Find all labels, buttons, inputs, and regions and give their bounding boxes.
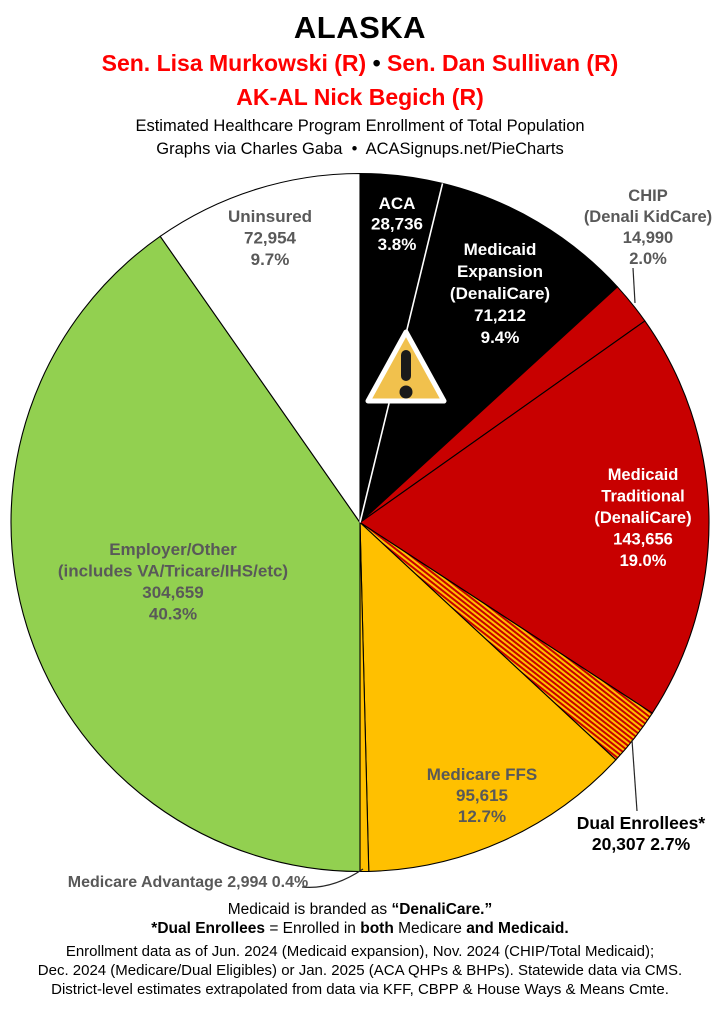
label-line: 19.0%	[620, 552, 667, 570]
senator-1: Sen. Lisa Murkowski (R)	[101, 50, 367, 76]
label-line: 143,656	[613, 531, 673, 549]
label-employer-other: Employer/Other (includes VA/Tricare/IHS/e…	[58, 540, 288, 624]
label-line: Dual Enrollees*	[577, 813, 706, 833]
warning-triangle-icon	[365, 329, 447, 404]
chart-subtitle: Estimated Healthcare Program Enrollment …	[135, 117, 585, 135]
label-medicare-advantage: Medicare Advantage 2,994 0.4%	[68, 874, 308, 891]
label-line: 304,659	[142, 583, 203, 602]
label-dual-enrollees: Dual Enrollees* 20,307 2.7%	[577, 813, 706, 854]
pie-slice-uninsured	[159, 172, 361, 524]
footnote-sources: Enrollment data as of Jun. 2024 (Medicai…	[0, 942, 720, 999]
source-line-2: Dec. 2024 (Medicare/Dual Eligibles) or J…	[37, 962, 683, 979]
label-line: ACA	[379, 194, 416, 213]
label-aca: ACA 28,736 3.8%	[371, 194, 423, 254]
pie-slice-medicare-ffs	[359, 521, 617, 872]
label-line: 40.3%	[149, 605, 197, 624]
senator-2: Sen. Dan Sullivan (R)	[387, 50, 619, 76]
label-line: 9.7%	[251, 250, 290, 269]
label-line: (Denali KidCare)	[584, 208, 712, 226]
label-line: Expansion	[457, 262, 543, 281]
label-line: 9.4%	[481, 328, 520, 347]
label-line: Traditional	[601, 488, 684, 506]
label-medicare-ffs: Medicare FFS 95,615 12.7%	[427, 765, 538, 826]
label-uninsured: Uninsured 72,954 9.7%	[228, 207, 312, 269]
text-segment: = Enrolled in	[265, 920, 361, 937]
label-chip: CHIP (Denali KidCare) 14,990 2.0%	[584, 187, 712, 268]
label-line: Medicare Advantage 2,994 0.4%	[68, 874, 308, 891]
representative-line: AK-AL Nick Begich (R)	[236, 84, 484, 110]
text-segment: *Dual Enrollees	[151, 920, 266, 937]
label-line: Medicare FFS	[427, 765, 538, 784]
medicare-advantage-leader-line	[301, 868, 364, 888]
label-line: (DenaliCare)	[450, 284, 550, 303]
exclamation-dot	[399, 385, 413, 399]
text-segment: “DenaliCare.”	[391, 901, 493, 918]
text-segment: and Medicaid.	[466, 920, 569, 937]
label-line: 72,954	[244, 229, 297, 248]
label-line: 20,307 2.7%	[592, 834, 691, 854]
label-line: 71,212	[474, 306, 526, 325]
attribution-line: Graphs via Charles Gaba • ACASignups.net…	[156, 140, 564, 158]
exclamation-bar	[401, 350, 411, 381]
label-line: CHIP	[628, 187, 667, 205]
label-line: 95,615	[456, 786, 508, 805]
footnote-dual-definition: *Dual Enrollees = Enrolled in both Medic…	[0, 920, 720, 938]
state-title: ALASKA	[293, 10, 427, 45]
label-line: 2.0%	[629, 250, 667, 268]
label-line: Uninsured	[228, 207, 312, 226]
label-medicaid-traditional: Medicaid Traditional (DenaliCare) 143,656 19…	[594, 466, 691, 570]
pie-slice-employer-other	[10, 235, 361, 873]
label-line: 28,736	[371, 215, 423, 234]
label-line: Medicaid	[464, 240, 537, 259]
label-line: 3.8%	[378, 235, 417, 254]
senators-line: Sen. Lisa Murkowski (R) • Sen. Dan Sulli…	[0, 50, 720, 77]
text-segment: Medicare	[393, 920, 467, 937]
pie-slice-medicaid-expansion	[359, 182, 618, 524]
text-segment: both	[360, 920, 394, 937]
separator-bullet: •	[366, 50, 388, 76]
label-line: (includes VA/Tricare/IHS/etc)	[58, 562, 288, 581]
label-line: Medicaid	[608, 466, 679, 484]
label-line: (DenaliCare)	[594, 509, 691, 527]
footnote-branding: Medicaid is branded as “DenaliCare.”	[0, 901, 720, 919]
label-line: 12.7%	[458, 807, 506, 826]
text-segment: Medicaid is branded as	[227, 901, 392, 918]
chip-leader-line	[632, 267, 636, 304]
source-line-1: Enrollment data as of Jun. 2024 (Medicai…	[65, 943, 655, 960]
label-line: 14,990	[623, 229, 673, 247]
source-line-3: District-level estimates extrapolated fr…	[51, 981, 669, 998]
label-medicaid-expansion: Medicaid Expansion (DenaliCare) 71,212 9.4%	[450, 240, 550, 347]
label-line: Employer/Other	[109, 540, 237, 559]
pie-slice-medicaid-traditional	[359, 320, 710, 714]
dual-enrollees-leader-line	[631, 739, 638, 812]
